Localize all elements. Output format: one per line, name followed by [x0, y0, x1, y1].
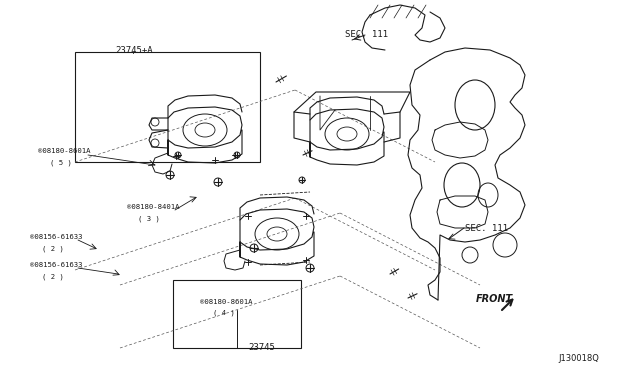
Text: ®08180-8601A: ®08180-8601A	[38, 148, 90, 154]
Bar	[75, 52, 260, 162]
Text: FRONT: FRONT	[476, 294, 513, 304]
Text: SEC. 111: SEC. 111	[465, 224, 508, 233]
Text: J130018Q: J130018Q	[558, 354, 599, 363]
Text: ( 2 ): ( 2 )	[42, 245, 64, 251]
Text: 23745: 23745	[248, 343, 275, 352]
Text: ( 5 ): ( 5 )	[50, 159, 72, 166]
Text: ( 4 ): ( 4 )	[213, 310, 235, 317]
Bar	[173, 280, 301, 348]
Text: ( 2 ): ( 2 )	[42, 273, 64, 279]
Text: ®08180-8601A: ®08180-8601A	[200, 299, 253, 305]
Text: 23745+A: 23745+A	[115, 46, 152, 55]
Text: ( 3 ): ( 3 )	[138, 215, 160, 221]
Text: ®08156-61633: ®08156-61633	[30, 262, 83, 268]
Text: ®08156-61633: ®08156-61633	[30, 234, 83, 240]
Text: ®08180-8401A: ®08180-8401A	[127, 204, 179, 210]
Text: SEC. 111: SEC. 111	[345, 30, 388, 39]
